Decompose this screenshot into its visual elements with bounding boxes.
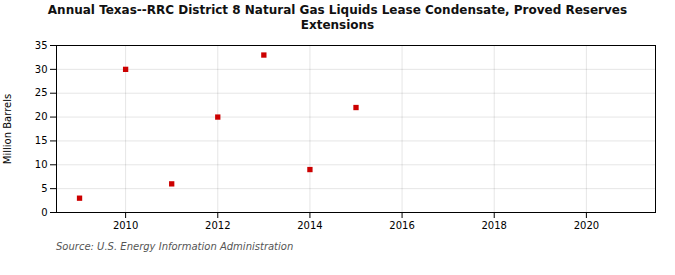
- html-text:Source: U.S. Energy Informatio: Source: U.S. Energy Information Administ…: [56, 241, 294, 252]
- svg-text:2018: 2018: [482, 220, 507, 231]
- svg-text:2016: 2016: [389, 220, 414, 231]
- svg-text:Million Barrels: Million Barrels: [2, 94, 13, 164]
- svg-text:5: 5: [41, 183, 47, 194]
- svg-text:30: 30: [35, 64, 48, 75]
- svg-text:2014: 2014: [297, 220, 322, 231]
- svg-text:2020: 2020: [574, 220, 599, 231]
- svg-text:20: 20: [35, 111, 48, 122]
- svg-text:15: 15: [35, 135, 48, 146]
- html-text:Annual Texas--RRC District 8 N: Annual Texas--RRC District 8 Natural Gas…: [47, 3, 628, 32]
- svg-text:2012: 2012: [205, 220, 230, 231]
- svg-text:2010: 2010: [113, 220, 138, 231]
- svg-text:10: 10: [35, 159, 48, 170]
- svg-text:0: 0: [41, 207, 47, 218]
- svg-text:35: 35: [35, 40, 48, 51]
- svg-text:25: 25: [35, 87, 48, 98]
